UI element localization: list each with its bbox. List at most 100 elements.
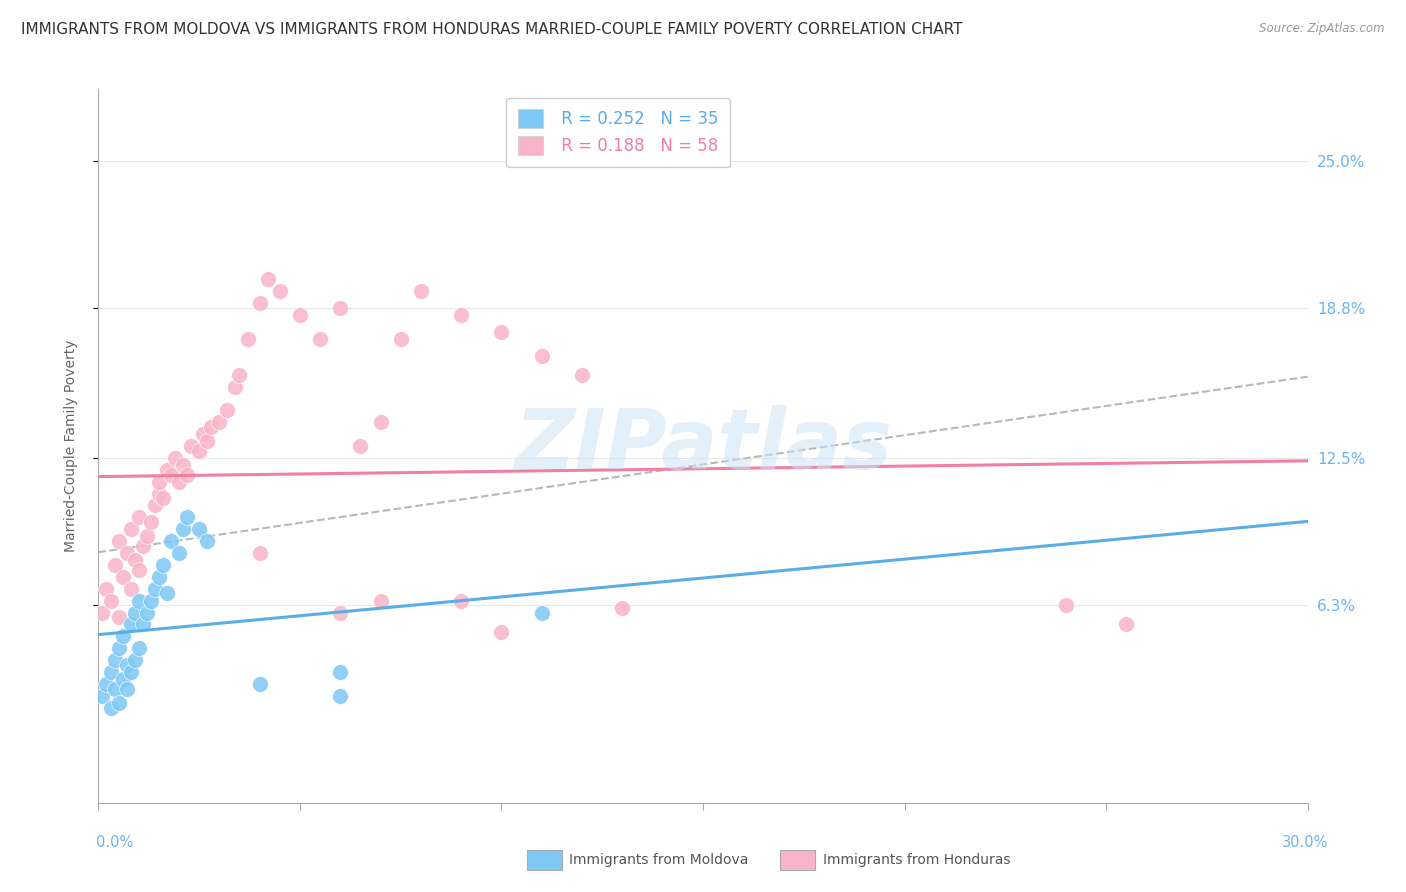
Point (530, 606, 553, 620)
Text: 0.0%: 0.0% (96, 836, 132, 850)
Point (193, 427, 215, 442)
Point (103, 681, 125, 696)
Point (370, 593, 392, 607)
Point (389, 332, 412, 346)
Point (195, 534, 218, 549)
Point (309, 332, 332, 346)
Point (128, 510, 150, 524)
Point (107, 641, 129, 656)
Point (491, 624, 513, 639)
Point (236, 332, 259, 346)
Point (172, 522, 194, 536)
Point (100, 665, 122, 679)
Point (370, 415, 392, 429)
Point (115, 657, 138, 672)
Point (120, 522, 142, 536)
Point (612, 600, 634, 615)
Text: Source: ZipAtlas.com: Source: ZipAtlas.com (1260, 22, 1385, 36)
Point (249, 546, 271, 560)
Point (349, 439, 371, 453)
Point (176, 510, 198, 524)
Point (135, 606, 157, 620)
Point (450, 593, 472, 607)
Point (120, 665, 142, 679)
Point (188, 522, 211, 536)
Point (167, 546, 190, 560)
Point (160, 467, 183, 482)
Point (132, 539, 155, 553)
Point (139, 593, 162, 607)
Point (91, 606, 114, 620)
Point (176, 467, 198, 482)
Point (111, 570, 134, 584)
Point (329, 606, 352, 620)
Point (249, 296, 271, 310)
Point (103, 558, 125, 572)
Point (329, 689, 352, 703)
Text: Immigrants from Honduras: Immigrants from Honduras (823, 853, 1010, 867)
Point (329, 301, 352, 315)
Point (1054, 599, 1077, 613)
Text: 30.0%: 30.0% (1282, 836, 1329, 850)
Point (107, 696, 129, 710)
Point (152, 558, 174, 572)
Point (491, 325, 513, 339)
Text: IMMIGRANTS FROM MOLDOVA VS IMMIGRANTS FROM HONDURAS MARRIED-COUPLE FAMILY POVERT: IMMIGRANTS FROM MOLDOVA VS IMMIGRANTS FR… (21, 22, 963, 37)
Point (96, 582, 118, 596)
Point (1115, 617, 1137, 632)
Point (228, 368, 250, 382)
Point (571, 368, 593, 382)
Point (148, 475, 170, 489)
Point (530, 349, 553, 363)
Point (152, 491, 174, 506)
Point (132, 617, 155, 632)
Legend:  R = 0.252   N = 35,  R = 0.188   N = 58: R = 0.252 N = 35, R = 0.188 N = 58 (506, 97, 731, 167)
Point (217, 403, 239, 417)
Point (148, 570, 170, 584)
Point (188, 443, 211, 458)
Point (143, 582, 166, 596)
Point (148, 486, 170, 500)
Point (160, 534, 183, 549)
Point (128, 563, 150, 577)
Point (124, 653, 146, 667)
Point (115, 546, 138, 560)
Point (128, 593, 150, 607)
Point (269, 285, 291, 299)
Point (167, 475, 190, 489)
Point (180, 439, 202, 453)
Point (143, 499, 166, 513)
Point (111, 629, 134, 643)
Point (107, 610, 129, 624)
Point (195, 434, 218, 449)
Text: ZIPatlas: ZIPatlas (515, 406, 891, 486)
Point (139, 515, 162, 529)
Point (208, 415, 231, 429)
Text: Immigrants from Moldova: Immigrants from Moldova (569, 853, 749, 867)
Point (200, 420, 222, 434)
Point (128, 641, 150, 656)
Point (120, 582, 142, 596)
Point (249, 677, 271, 691)
Point (450, 308, 472, 322)
Point (224, 379, 246, 393)
Point (107, 534, 129, 549)
Point (156, 463, 179, 477)
Point (91, 689, 114, 703)
Point (96, 677, 118, 691)
Point (172, 458, 194, 472)
Point (409, 285, 432, 299)
Point (100, 593, 122, 607)
Point (100, 700, 122, 714)
Point (124, 606, 146, 620)
Point (103, 653, 125, 667)
Y-axis label: Married-Couple Family Poverty: Married-Couple Family Poverty (63, 340, 77, 552)
Point (329, 665, 352, 679)
Point (256, 272, 278, 286)
Point (288, 308, 311, 322)
Point (111, 672, 134, 686)
Point (163, 450, 186, 465)
Point (135, 529, 157, 543)
Point (156, 586, 179, 600)
Point (120, 617, 142, 632)
